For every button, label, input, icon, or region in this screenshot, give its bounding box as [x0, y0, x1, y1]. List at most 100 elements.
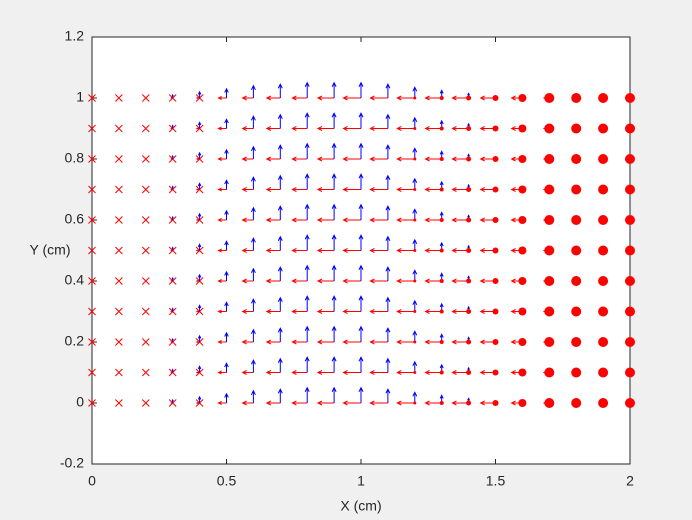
- dot-marker: [625, 215, 635, 225]
- u-arrow: [265, 126, 281, 131]
- u-arrow: [396, 400, 415, 406]
- v-arrow: [224, 148, 229, 159]
- dot-marker: [466, 248, 472, 253]
- dot-marker: [492, 186, 499, 193]
- v-arrow: [304, 234, 310, 251]
- dot-marker: [466, 95, 472, 101]
- dot-marker: [598, 215, 609, 225]
- v-arrow: [304, 112, 310, 129]
- dot-marker: [544, 123, 555, 134]
- x-axis-label: X (cm): [340, 498, 381, 514]
- cross-marker: [88, 307, 96, 316]
- u-arrow: [396, 156, 415, 162]
- u-arrow: [291, 217, 308, 223]
- v-arrow: [197, 121, 202, 129]
- dot-marker: [518, 155, 527, 163]
- dot-marker: [466, 309, 472, 314]
- u-arrow: [369, 126, 388, 131]
- u-arrow: [265, 187, 281, 192]
- u-arrow: [217, 156, 227, 162]
- dot-marker: [492, 217, 499, 223]
- cross-marker: [115, 307, 123, 316]
- v-arrow: [412, 86, 418, 98]
- u-arrow: [316, 187, 335, 192]
- u-arrow: [342, 278, 361, 284]
- u-arrow: [291, 400, 308, 406]
- cross-marker: [88, 185, 96, 194]
- dot-marker: [598, 245, 609, 256]
- u-arrow: [265, 400, 281, 406]
- cross-marker: [141, 368, 150, 377]
- v-arrow: [385, 296, 391, 312]
- cross-marker: [141, 399, 150, 407]
- u-arrow: [316, 217, 335, 223]
- u-arrow: [241, 339, 254, 345]
- v-arrow: [412, 330, 418, 342]
- v-arrow: [304, 264, 310, 281]
- v-arrow: [171, 307, 174, 312]
- v-arrow: [358, 356, 364, 373]
- u-arrow: [369, 309, 388, 314]
- u-arrow: [217, 278, 227, 284]
- u-arrow: [396, 187, 415, 192]
- cross-marker: [141, 155, 150, 163]
- v-arrow: [197, 365, 202, 373]
- u-arrow: [316, 248, 335, 253]
- v-arrow: [197, 151, 202, 159]
- dot-marker: [439, 401, 444, 405]
- y-tick-label: 1.2: [65, 28, 85, 44]
- v-arrow: [331, 81, 337, 98]
- dot-marker: [439, 218, 444, 222]
- u-arrow: [217, 217, 227, 223]
- v-arrow: [197, 212, 202, 220]
- dot-marker: [413, 249, 417, 252]
- v-arrow: [385, 357, 391, 373]
- dot-marker: [492, 278, 499, 284]
- dot-marker: [571, 184, 582, 195]
- u-arrow: [451, 370, 469, 375]
- dot-marker: [413, 371, 417, 374]
- dot-marker: [518, 246, 527, 255]
- dot-marker: [518, 216, 527, 224]
- u-arrow: [396, 309, 415, 314]
- v-arrow: [171, 368, 174, 373]
- v-arrow: [250, 206, 256, 220]
- y-tick-label: -0.2: [60, 455, 84, 471]
- u-arrow: [451, 95, 469, 101]
- v-arrow: [358, 173, 364, 190]
- dot-marker: [571, 123, 582, 134]
- dot-marker: [413, 310, 417, 313]
- u-arrow: [451, 248, 469, 253]
- v-arrow: [412, 269, 418, 281]
- v-arrow: [358, 264, 364, 281]
- dot-marker: [571, 306, 582, 317]
- dot-marker: [571, 367, 582, 378]
- cross-marker: [115, 338, 123, 346]
- dot-marker: [598, 337, 609, 347]
- v-arrow: [277, 357, 283, 373]
- dot-marker: [518, 124, 527, 133]
- dot-marker: [598, 398, 609, 408]
- v-arrow: [331, 295, 337, 312]
- dot-marker: [625, 184, 635, 195]
- u-arrow: [316, 400, 335, 406]
- u-arrow: [424, 370, 442, 375]
- u-arrow: [291, 339, 308, 345]
- u-arrow: [291, 95, 308, 101]
- y-tick-label: 0.4: [65, 272, 85, 288]
- v-arrow: [224, 118, 229, 129]
- dot-marker: [571, 215, 582, 225]
- u-arrow: [265, 156, 281, 162]
- v-arrow: [171, 93, 174, 98]
- dot-marker: [625, 276, 635, 286]
- u-arrow: [342, 95, 361, 101]
- dot-marker: [544, 367, 555, 378]
- v-arrow: [358, 386, 364, 403]
- u-arrow: [241, 278, 254, 284]
- u-arrow: [369, 248, 388, 253]
- u-arrow: [424, 95, 442, 101]
- dot-marker: [492, 247, 499, 254]
- y-axis-label: Y (cm): [30, 242, 71, 258]
- cross-marker: [115, 277, 123, 285]
- dot-marker: [413, 96, 417, 100]
